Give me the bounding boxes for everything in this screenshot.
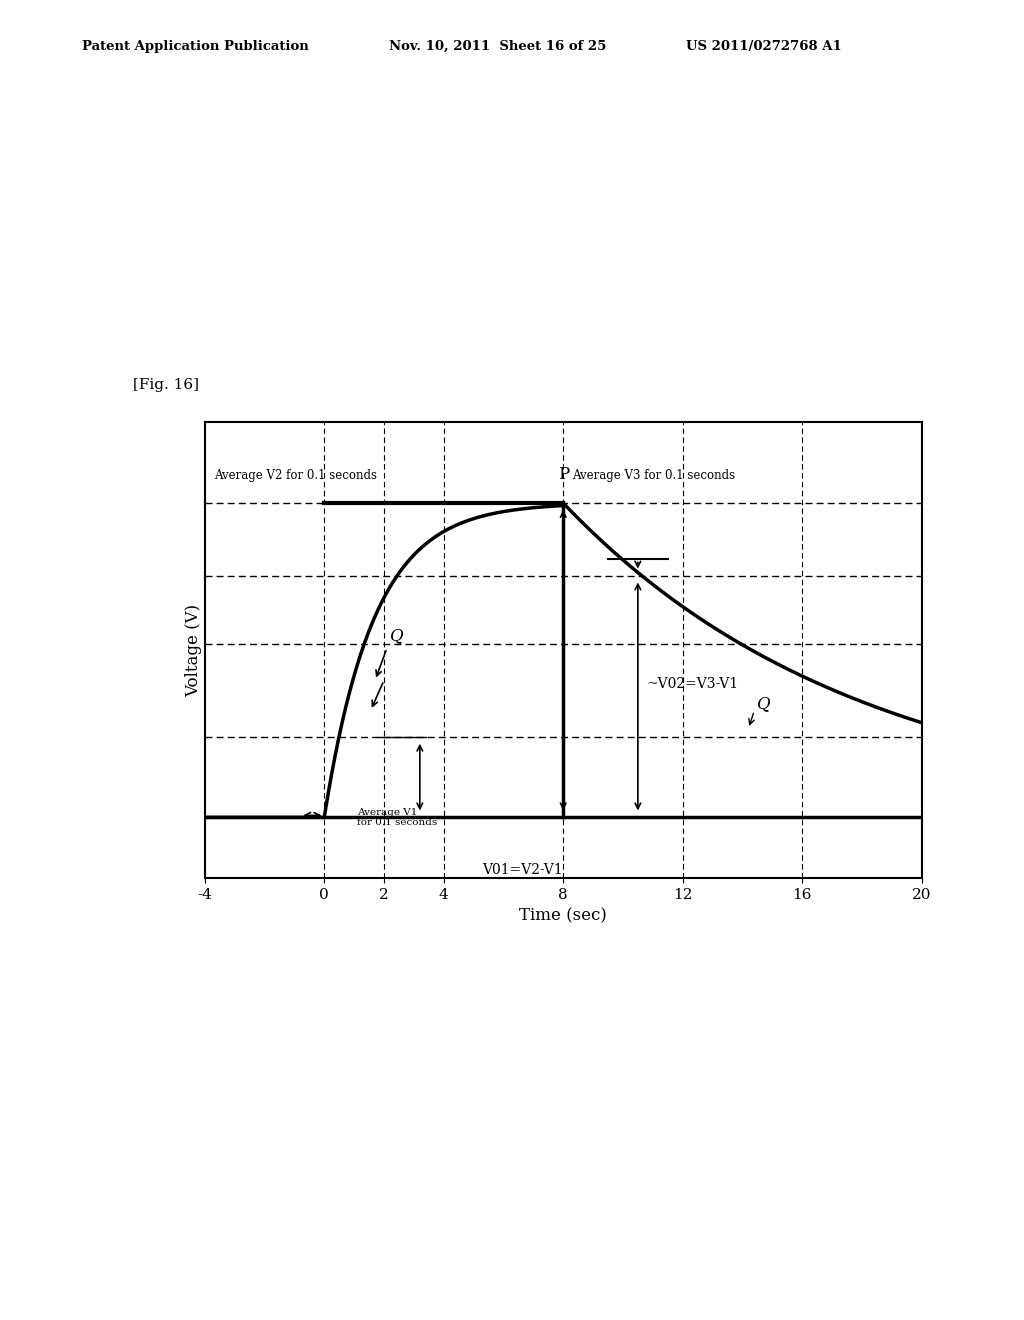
Text: Q: Q — [390, 627, 403, 644]
Y-axis label: Voltage (V): Voltage (V) — [185, 603, 202, 697]
Text: Nov. 10, 2011  Sheet 16 of 25: Nov. 10, 2011 Sheet 16 of 25 — [389, 40, 606, 53]
Text: Average V3 for 0.1 seconds: Average V3 for 0.1 seconds — [572, 469, 735, 482]
Text: P: P — [558, 466, 568, 483]
Text: Patent Application Publication: Patent Application Publication — [82, 40, 308, 53]
Text: Q: Q — [758, 696, 771, 713]
Text: Average V1
for 0.1 seconds: Average V1 for 0.1 seconds — [357, 808, 437, 828]
Text: [Fig. 16]: [Fig. 16] — [133, 379, 199, 392]
X-axis label: Time (sec): Time (sec) — [519, 907, 607, 924]
Text: US 2011/0272768 A1: US 2011/0272768 A1 — [686, 40, 842, 53]
Text: Average V2 for 0.1 seconds: Average V2 for 0.1 seconds — [214, 469, 377, 482]
Text: ~V02=V3-V1: ~V02=V3-V1 — [647, 677, 739, 692]
Text: V01=V2-V1: V01=V2-V1 — [482, 863, 563, 876]
